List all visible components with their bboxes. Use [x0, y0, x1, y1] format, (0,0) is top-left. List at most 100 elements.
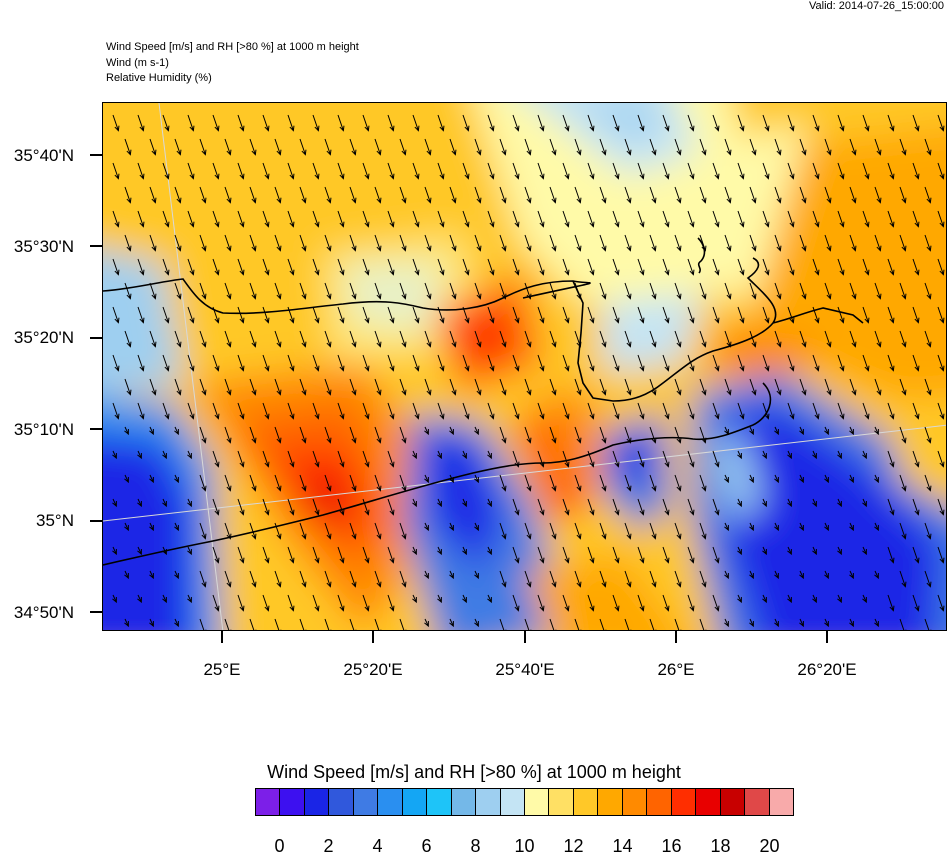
- wind-arrow: [162, 594, 167, 604]
- wind-vectors: [112, 114, 945, 630]
- wind-arrow: [587, 114, 595, 132]
- wind-arrow: [462, 114, 470, 132]
- wind-arrow: [574, 474, 582, 492]
- wind-arrow: [837, 258, 845, 276]
- wind-arrow: [749, 570, 754, 580]
- wind-arrow: [862, 210, 870, 228]
- wind-arrow: [849, 522, 854, 532]
- wind-arrow: [624, 138, 632, 156]
- wind-arrow: [424, 378, 432, 396]
- wind-arrow: [599, 282, 607, 300]
- wind-arrow: [237, 162, 245, 180]
- wind-arrow: [674, 282, 682, 300]
- wind-arrow: [899, 618, 907, 630]
- wind-arrow: [724, 570, 729, 580]
- header-line-1: Wind Speed [m/s] and RH [>80 %] at 1000 …: [106, 41, 359, 53]
- wind-arrow: [124, 570, 129, 580]
- wind-arrow: [849, 234, 857, 252]
- wind-arrow: [899, 378, 907, 396]
- wind-arrow: [562, 594, 570, 612]
- wind-arrow: [449, 426, 454, 436]
- wind-arrow: [812, 546, 817, 556]
- wind-arrow: [149, 186, 157, 204]
- wind-arrow: [599, 186, 607, 204]
- wind-arrow: [674, 138, 682, 156]
- wind-arrow: [249, 282, 257, 300]
- colorbar-title: Wind Speed [m/s] and RH [>80 %] at 1000 …: [267, 762, 681, 782]
- wind-arrow: [412, 210, 420, 228]
- wind-arrow: [649, 282, 657, 300]
- wind-arrow: [212, 594, 220, 612]
- wind-arrow: [199, 330, 207, 348]
- wind-arrow: [162, 258, 170, 276]
- wind-arrow: [537, 210, 545, 228]
- wind-arrow: [374, 570, 382, 588]
- wind-arrow: [137, 114, 145, 132]
- wind-arrow: [212, 354, 220, 372]
- wind-arrow: [924, 186, 932, 204]
- wind-arrow: [387, 594, 395, 612]
- colorbar-swatch: [329, 789, 354, 815]
- wind-arrow: [249, 378, 257, 396]
- wind-arrow: [687, 546, 695, 564]
- wind-arrow: [874, 234, 882, 252]
- wind-arrow: [699, 522, 707, 540]
- wind-arrow: [912, 162, 920, 180]
- wind-arrow: [137, 258, 145, 276]
- wind-arrow: [787, 114, 795, 132]
- wind-arrow: [337, 210, 345, 228]
- wind-arrow: [287, 306, 295, 324]
- wind-arrow: [287, 498, 295, 516]
- lat-label-35-20: 35°20'N: [13, 328, 74, 347]
- wind-arrow: [262, 546, 270, 564]
- wind-arrow: [499, 618, 507, 630]
- lon-tick: [221, 631, 223, 643]
- wind-arrow: [874, 186, 882, 204]
- wind-arrow: [787, 258, 795, 276]
- wind-arrow: [637, 114, 645, 132]
- wind-arrow: [937, 258, 945, 276]
- lat-tick: [90, 337, 102, 339]
- wind-arrow: [887, 162, 895, 180]
- wind-arrow: [699, 378, 707, 396]
- wind-arrow: [337, 498, 345, 516]
- wind-arrow: [224, 618, 232, 630]
- wind-arrow: [324, 234, 332, 252]
- wind-arrow: [174, 378, 182, 396]
- wind-arrow: [924, 138, 932, 156]
- wind-arrow: [174, 474, 179, 484]
- wind-arrow: [637, 402, 645, 420]
- wind-arrow: [812, 402, 820, 420]
- wind-arrow: [837, 498, 842, 508]
- wind-arrow: [724, 282, 732, 300]
- wind-arrow: [362, 594, 370, 612]
- wind-arrow: [274, 570, 282, 588]
- wind-arrow: [762, 258, 770, 276]
- wind-arrow: [587, 162, 595, 180]
- wind-arrow: [399, 186, 407, 204]
- wind-arrow: [937, 450, 945, 468]
- wind-arrow: [662, 450, 670, 468]
- wind-arrow: [524, 330, 532, 348]
- wind-arrow: [299, 426, 307, 444]
- wind-arrow: [437, 450, 442, 460]
- wind-arrow: [149, 330, 157, 348]
- wind-arrow: [299, 186, 307, 204]
- wind-arrow: [312, 498, 320, 516]
- wind-arrow: [437, 354, 445, 372]
- wind-arrow: [849, 282, 857, 300]
- lat-tick: [90, 611, 102, 613]
- wind-arrow: [799, 138, 807, 156]
- wind-arrow: [637, 594, 645, 612]
- wind-arrow: [862, 258, 870, 276]
- wind-arrow: [712, 114, 720, 132]
- wind-arrow: [762, 498, 767, 508]
- wind-arrow: [224, 186, 232, 204]
- colorbar-swatch: [598, 789, 623, 815]
- wind-arrow: [112, 354, 120, 372]
- wind-arrow: [587, 498, 595, 516]
- wind-arrow: [437, 258, 445, 276]
- colorbar-swatch: [500, 789, 525, 815]
- wind-arrow: [462, 402, 470, 420]
- wind-field: [103, 103, 946, 630]
